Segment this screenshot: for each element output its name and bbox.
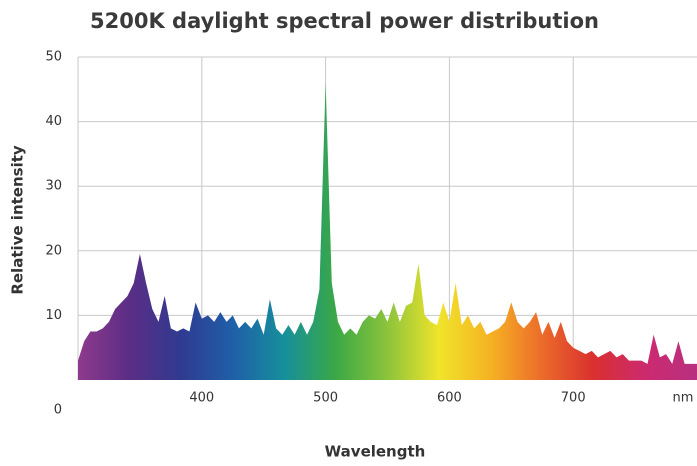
y-axis-label: Relative intensity xyxy=(9,145,27,295)
x-axis-label: Wavelength xyxy=(325,443,426,461)
x-tick-label: 400 xyxy=(189,391,214,406)
y-tick-label: 30 xyxy=(45,179,62,194)
y-tick-label: 10 xyxy=(45,308,62,323)
x-tick-label: 600 xyxy=(437,391,462,406)
spectrum-area xyxy=(78,82,697,380)
y-tick-label: 20 xyxy=(45,243,62,258)
x-tick-label: 700 xyxy=(561,391,586,406)
x-tick-label: 500 xyxy=(313,391,338,406)
y-tick-label: 0 xyxy=(54,403,62,418)
y-tick-label: 40 xyxy=(45,114,62,129)
chart-title: 5200K daylight spectral power distributi… xyxy=(90,9,599,33)
y-tick-label: 50 xyxy=(45,50,62,65)
x-unit: nm xyxy=(673,391,694,406)
